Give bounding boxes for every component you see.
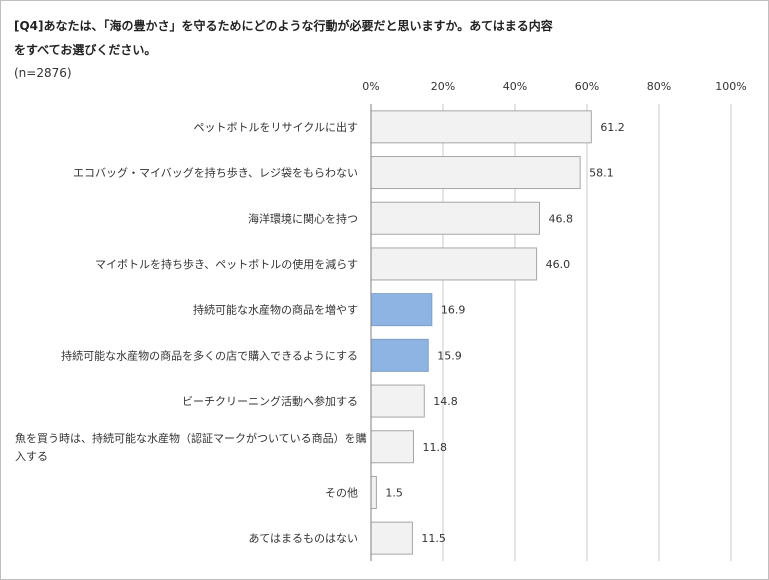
x-tick-label: 0% [362, 80, 379, 93]
bar [370, 338, 429, 372]
data-label: 61.2 [600, 121, 625, 134]
category-label: ペットボトルをリサイクルに出す [194, 120, 358, 134]
data-label: 11.5 [421, 532, 446, 545]
data-label: 15.9 [437, 349, 462, 362]
data-label: 16.9 [441, 304, 466, 317]
category-label: エコバッグ・マイバッグを持ち歩き、レジ袋をもらわない [73, 166, 358, 180]
title-line-1: [Q4]あなたは、「海の豊かさ」を守るためにどのような行動が必要だと思いますか。… [14, 19, 553, 33]
bar [370, 475, 377, 509]
category-label: その他 [325, 486, 358, 499]
bar [370, 521, 413, 555]
data-label: 58.1 [589, 167, 614, 180]
chart-title: [Q4]あなたは、「海の豊かさ」を守るためにどのような行動が必要だと思いますか。… [14, 14, 734, 62]
x-tick-label: 40% [503, 80, 527, 93]
bar [370, 201, 540, 235]
category-label: 魚を買う時は、持続可能な水産物（認証マークがついている商品）を購 [15, 431, 367, 445]
data-label: 46.8 [548, 212, 573, 225]
title-line-2: をすべてお選びください。 [14, 43, 157, 57]
bar [370, 384, 425, 418]
data-label: 1.5 [385, 486, 403, 499]
category-label: ビーチクリーニング活動へ参加する [182, 394, 358, 408]
x-tick-label: 100% [715, 80, 746, 93]
category-label: マイボトルを持ち歩き、ペットボトルの使用を減らす [95, 257, 358, 271]
category-label: 入する [15, 450, 48, 463]
data-label: 14.8 [433, 395, 458, 408]
data-label: 11.8 [422, 441, 447, 454]
x-tick-label: 80% [647, 80, 671, 93]
category-label: あてはまるものはない [248, 532, 358, 545]
x-tick-label: 20% [431, 80, 455, 93]
bar [370, 430, 414, 464]
category-label: 持続可能な水産物の商品を増やす [193, 303, 358, 317]
sample-size-note: (n=2876) [14, 66, 72, 80]
data-label: 46.0 [546, 258, 571, 271]
category-label: 持続可能な水産物の商品を多くの店で購入できるようにする [61, 348, 358, 362]
bar [370, 156, 581, 190]
bar [370, 247, 538, 281]
bar [370, 110, 592, 144]
category-label: 海洋環境に関心を持つ [248, 211, 358, 225]
bar [370, 293, 433, 327]
x-tick-label: 60% [575, 80, 599, 93]
